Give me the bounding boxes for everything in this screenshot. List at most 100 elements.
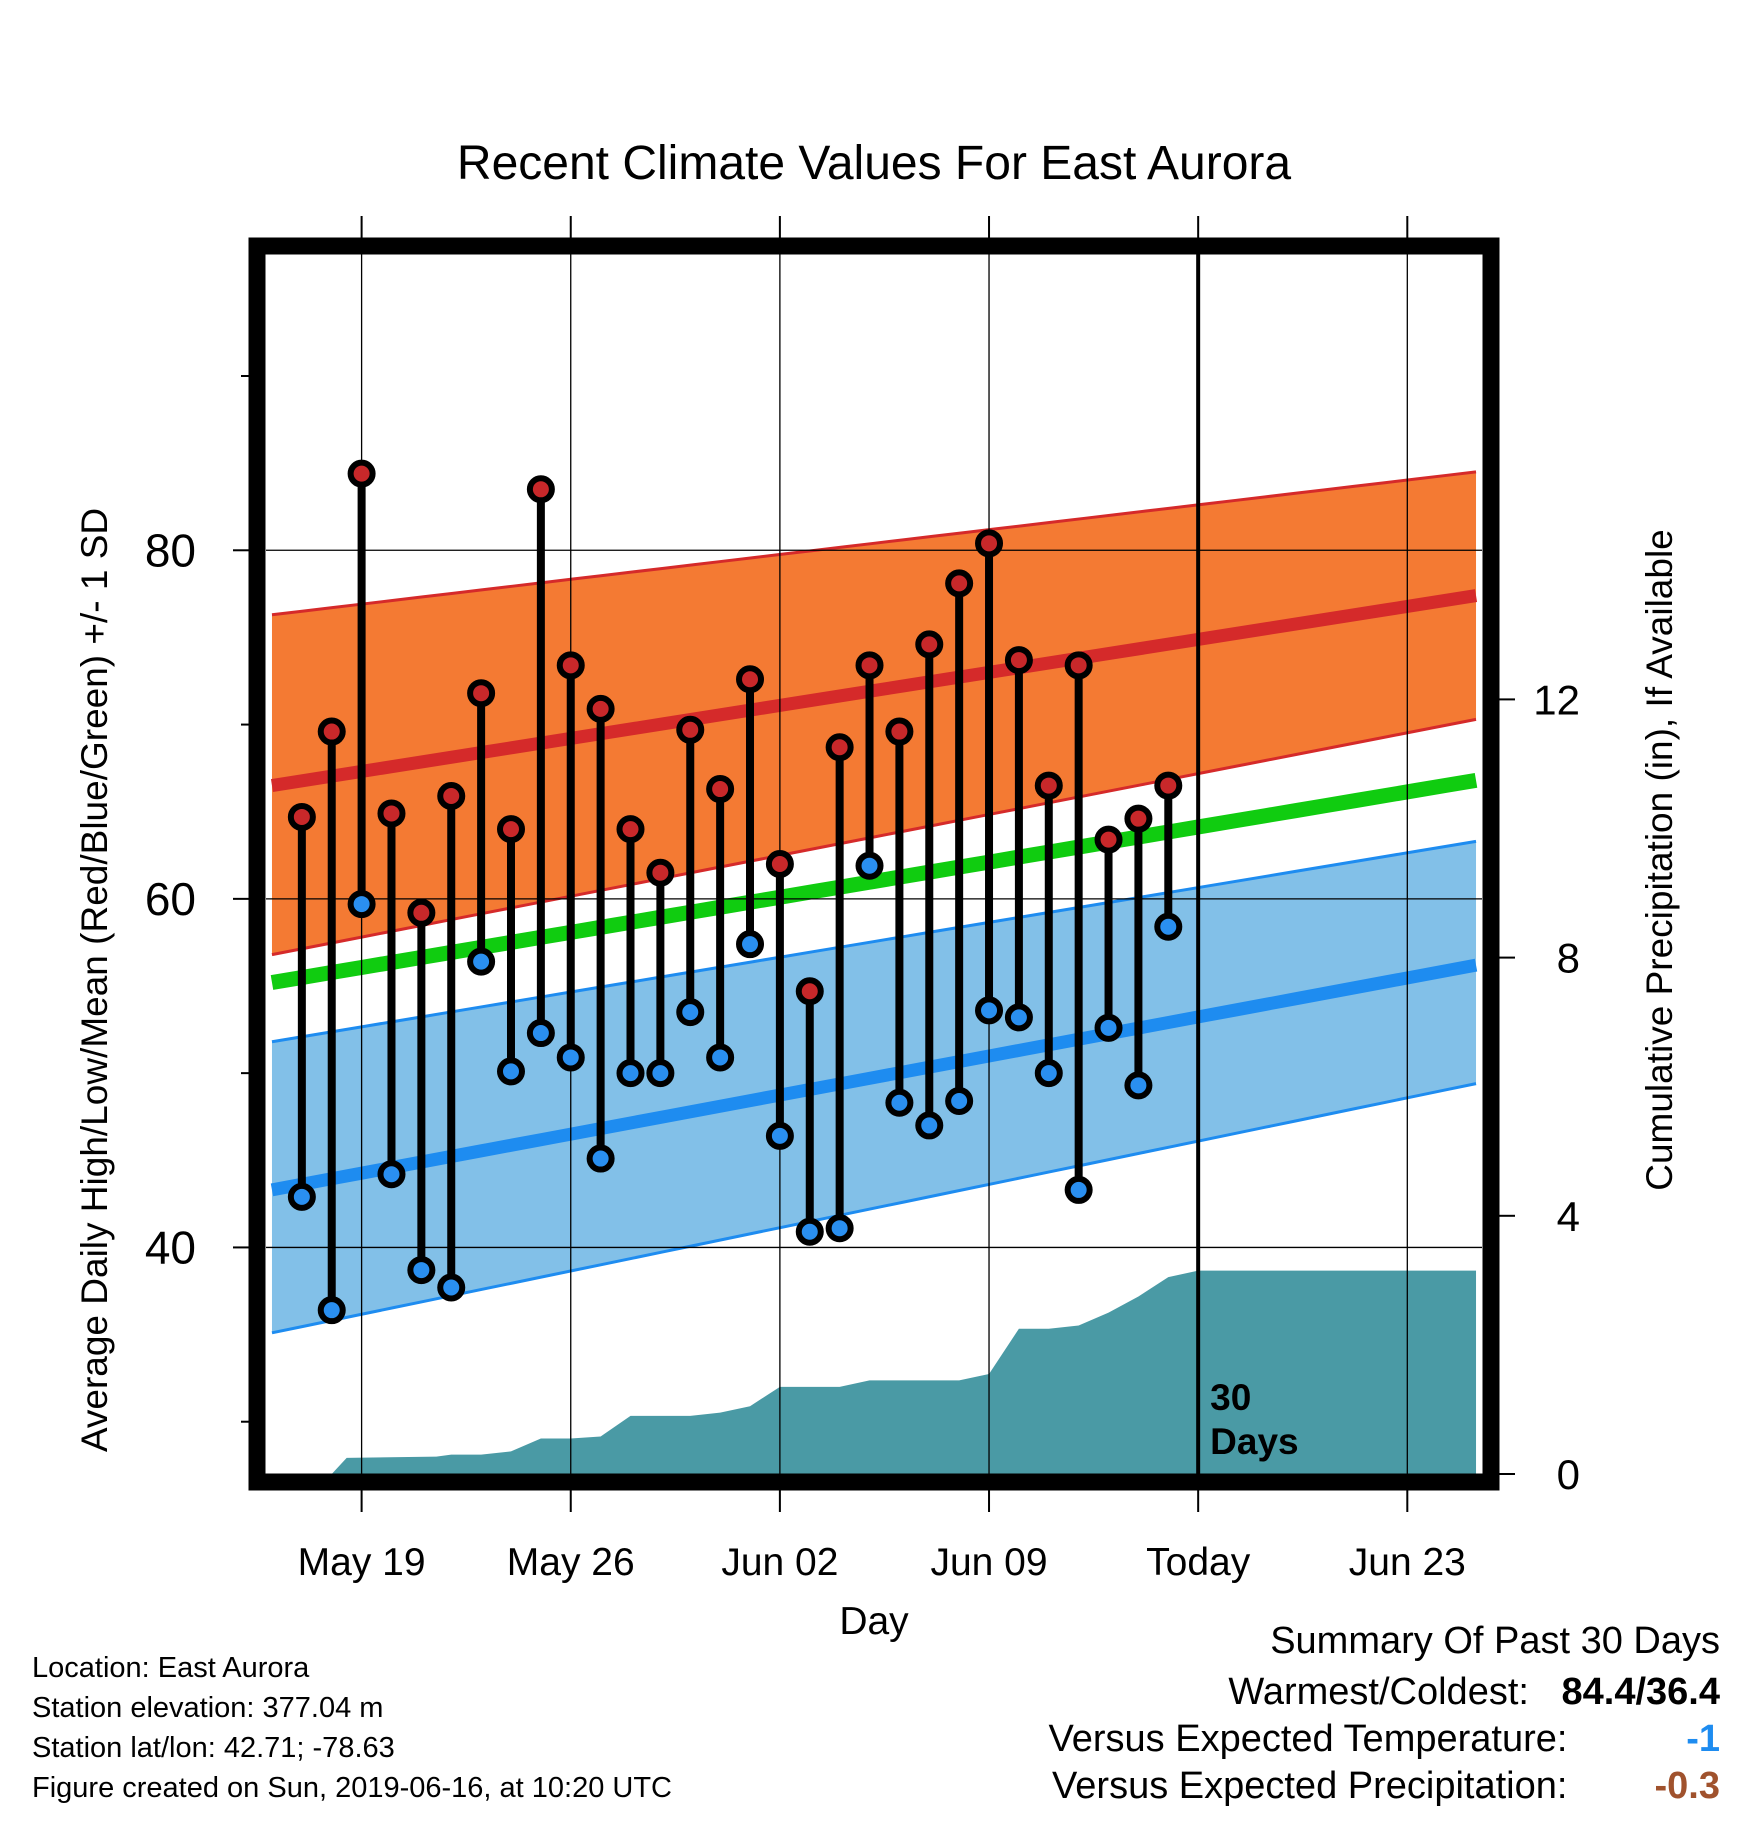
daily-high-point <box>736 665 765 694</box>
daily-high-point <box>287 802 316 831</box>
daily-low-point <box>377 1160 406 1189</box>
precip-label: Versus Expected Precipitation: <box>1052 1765 1568 1807</box>
daily-high-point <box>467 679 496 708</box>
summary-panel: Summary Of Past 30 Days Warmest/Coldest:… <box>1049 1620 1720 1808</box>
high-sd-upper-line <box>271 470 1477 617</box>
daily-low-point <box>1064 1175 1093 1204</box>
daily-low-point <box>885 1088 914 1117</box>
normal-mean-line <box>270 772 1478 990</box>
daily-high-point <box>915 630 944 659</box>
summary-heading: Summary Of Past 30 Days <box>1270 1620 1720 1662</box>
daily-high-point <box>1034 771 1063 800</box>
x-tick-label: Jun 09 <box>930 1541 1047 1584</box>
axes: 40 60 80 0 4 8 12 May 19 May 26 Jun 02 Jun 09 Today… <box>145 216 1580 1584</box>
elevation-text: Station elevation: 377.04 m <box>32 1692 384 1724</box>
daily-low-point <box>1094 1013 1123 1042</box>
daily-low-point <box>317 1296 346 1325</box>
daily-low-point <box>526 1019 555 1048</box>
y-axis-left-label: Average Daily High/Low/Mean (Red/Blue/Gr… <box>74 508 115 1452</box>
daily-low-point <box>407 1256 436 1285</box>
daily-high-point <box>975 529 1004 558</box>
y-right-tick-label: 4 <box>1557 1193 1580 1240</box>
daily-high-point <box>1004 646 1033 675</box>
station-info: Location: East Aurora Station elevation:… <box>32 1648 672 1808</box>
normal-high-line <box>270 589 1478 792</box>
created-text: Figure created on Sun, 2019-06-16, at 10… <box>32 1772 672 1804</box>
latlon-text: Station lat/lon: 42.71; -78.63 <box>32 1732 395 1764</box>
warm-cold-row: Warmest/Coldest: 84.4/36.4 <box>1049 1671 1720 1714</box>
y-left-tick-label: 60 <box>145 873 196 925</box>
daily-high-point <box>556 651 585 680</box>
daily-high-point <box>795 977 824 1006</box>
x-tick-label: Jun 02 <box>721 1541 838 1584</box>
daily-high-point <box>945 569 974 598</box>
low-sd-upper-line <box>271 839 1477 1044</box>
daily-high-point <box>437 782 466 811</box>
x-tick-label: May 26 <box>507 1541 635 1584</box>
daily-high-point <box>765 850 794 878</box>
daily-high-point <box>825 733 854 762</box>
daily-high-point <box>1094 825 1123 854</box>
y-right-tick-label: 0 <box>1557 1451 1580 1498</box>
daily-low-point <box>1034 1059 1063 1088</box>
daily-low-point <box>586 1144 615 1173</box>
daily-high-point <box>347 459 376 488</box>
plot-frame <box>248 237 1500 1491</box>
daily-low-point <box>467 947 496 976</box>
temp-value: -1 <box>1686 1718 1720 1760</box>
low-sd-lower-line <box>271 1082 1477 1335</box>
chart-title: Recent Climate Values For East Aurora <box>457 137 1291 190</box>
normal-low-line <box>270 958 1478 1197</box>
y-right-tick-label: 8 <box>1557 935 1580 982</box>
daily-low-point <box>1124 1071 1153 1100</box>
daily-low-point <box>496 1057 525 1086</box>
y-left-tick-label: 40 <box>145 1221 196 1273</box>
daily-temperature-series <box>287 459 1183 1325</box>
daily-low-point <box>616 1059 645 1088</box>
daily-low-point <box>736 930 765 959</box>
today-annotation: 30 Days <box>1210 1377 1298 1462</box>
high-sd-lower-line <box>271 717 1477 957</box>
daily-low-point <box>975 996 1004 1025</box>
x-tick-label: May 19 <box>298 1541 426 1584</box>
daily-low-point <box>1154 912 1183 941</box>
temp-label: Versus Expected Temperature: <box>1048 1718 1568 1760</box>
daily-low-point <box>646 1059 675 1088</box>
daily-high-point <box>526 475 555 504</box>
daily-low-point <box>556 1043 585 1072</box>
x-tick-label: Jun 23 <box>1349 1541 1466 1584</box>
daily-high-point <box>646 858 675 887</box>
precip-row: Versus Expected Precipitation: -0.3 <box>1049 1765 1720 1808</box>
temp-row: Versus Expected Temperature: -1 <box>1049 1718 1720 1761</box>
x-tick-label: Today <box>1146 1541 1251 1584</box>
daily-high-point <box>377 799 406 828</box>
daily-low-point <box>1004 1003 1033 1032</box>
daily-high-point <box>586 694 615 723</box>
daily-high-point <box>616 815 645 844</box>
daily-low-point <box>287 1182 316 1211</box>
daily-high-point <box>317 717 346 746</box>
daily-high-point <box>1154 771 1183 800</box>
daily-high-point <box>855 651 884 680</box>
daily-low-point <box>795 1217 824 1246</box>
y-left-tick-label: 80 <box>145 524 196 576</box>
daily-high-point <box>496 815 525 844</box>
daily-low-point <box>765 1121 794 1150</box>
daily-low-point <box>437 1273 466 1302</box>
x-axis-label: Day <box>839 1600 909 1643</box>
daily-high-point <box>1124 804 1153 833</box>
daily-high-point <box>676 715 705 744</box>
daily-low-point <box>945 1087 974 1116</box>
daily-low-point <box>825 1214 854 1243</box>
daily-low-point <box>706 1043 735 1072</box>
daily-high-point <box>1064 651 1093 680</box>
warm-cold-value: 84.4/36.4 <box>1561 1671 1720 1713</box>
daily-high-point <box>407 898 436 927</box>
location-text: Location: East Aurora <box>32 1652 310 1684</box>
daily-high-point <box>706 775 735 804</box>
precip-value: -0.3 <box>1654 1765 1720 1807</box>
y-right-tick-label: 12 <box>1533 676 1580 723</box>
low-sd-band <box>271 841 1477 1333</box>
y-axis-right-label: Cumulative Precipitation (in), If Availa… <box>1639 529 1680 1191</box>
